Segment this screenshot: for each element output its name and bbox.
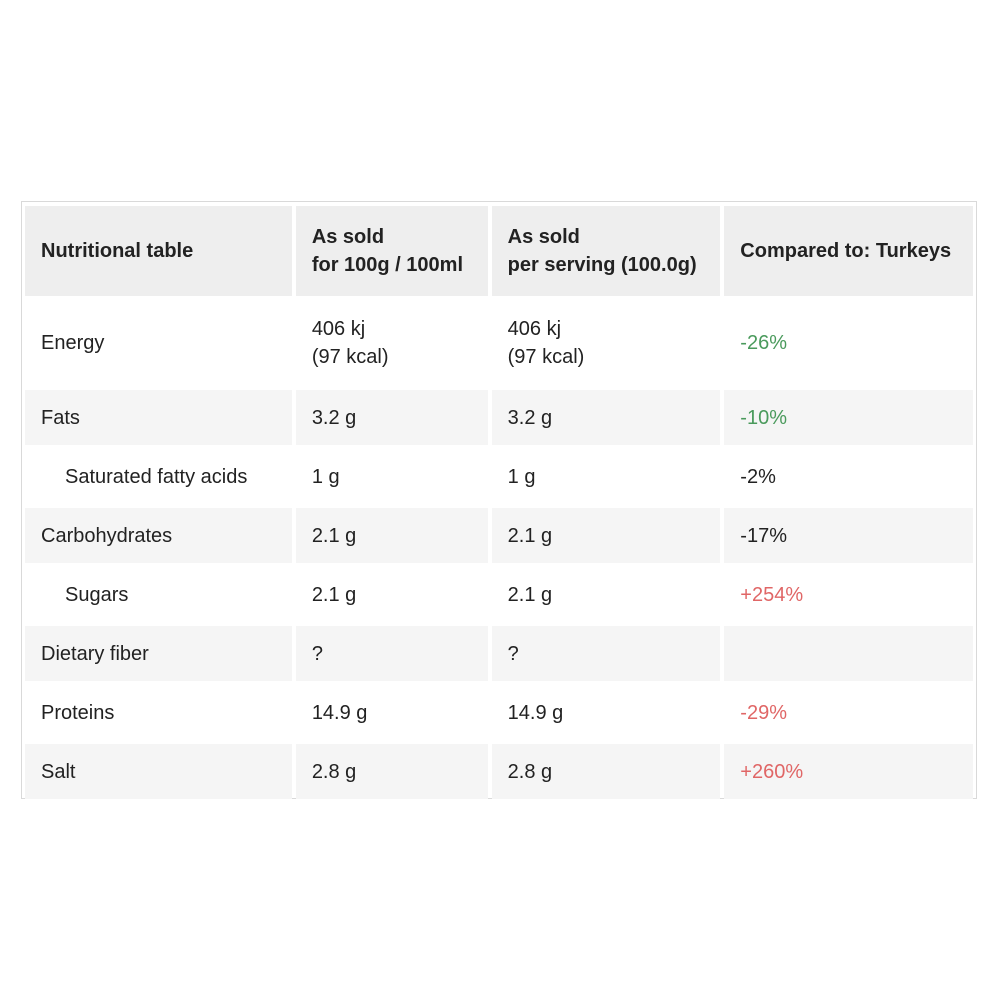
row-per100: ? <box>295 626 488 681</box>
nutrition-table-container: Nutritional table As sold for 100g / 100… <box>21 201 977 799</box>
row-compare: +260% <box>724 744 973 799</box>
row-per100: 1 g <box>295 449 488 504</box>
row-per100: 406 kj (97 kcal) <box>295 300 488 386</box>
row-per100: 3.2 g <box>295 390 488 445</box>
row-compare: -2% <box>724 449 973 504</box>
energy-per100-kcal: (97 kcal) <box>311 346 389 368</box>
row-perserving: 14.9 g <box>491 685 721 740</box>
header-as-sold-per-serving: As sold per serving (100.0g) <box>491 206 721 296</box>
header-per100-line2: for 100g / 100ml <box>311 254 463 276</box>
nutrition-table: Nutritional table As sold for 100g / 100… <box>21 202 977 803</box>
row-perserving: 2.1 g <box>491 508 721 563</box>
table-row-saturated-fatty-acids: Saturated fatty acids 1 g 1 g -2% <box>25 449 973 504</box>
header-compared-to: Compared to: Turkeys <box>724 206 973 296</box>
header-nutritional-table: Nutritional table <box>25 206 292 296</box>
row-label: Dietary fiber <box>25 626 292 681</box>
header-as-sold-per-100g: As sold for 100g / 100ml <box>295 206 488 296</box>
row-perserving: 2.1 g <box>491 567 721 622</box>
row-perserving: ? <box>491 626 721 681</box>
table-row-sugars: Sugars 2.1 g 2.1 g +254% <box>25 567 973 622</box>
header-perserving-line2: per serving (100.0g) <box>507 254 697 276</box>
row-compare: -29% <box>724 685 973 740</box>
row-compare <box>724 626 973 681</box>
energy-per100-kj: 406 kj <box>311 318 366 340</box>
table-row-salt: Salt 2.8 g 2.8 g +260% <box>25 744 973 799</box>
row-per100: 2.1 g <box>295 508 488 563</box>
row-perserving: 406 kj (97 kcal) <box>491 300 721 386</box>
row-label: Salt <box>25 744 292 799</box>
table-row-fats: Fats 3.2 g 3.2 g -10% <box>25 390 973 445</box>
row-perserving: 2.8 g <box>491 744 721 799</box>
header-per100-line1: As sold <box>311 226 385 248</box>
row-compare: -17% <box>724 508 973 563</box>
header-perserving-line1: As sold <box>507 226 580 248</box>
row-label: Energy <box>25 300 292 386</box>
row-label: Carbohydrates <box>25 508 292 563</box>
table-row-proteins: Proteins 14.9 g 14.9 g -29% <box>25 685 973 740</box>
table-row-dietary-fiber: Dietary fiber ? ? <box>25 626 973 681</box>
row-compare: +254% <box>724 567 973 622</box>
row-perserving: 1 g <box>491 449 721 504</box>
table-header-row: Nutritional table As sold for 100g / 100… <box>25 206 973 296</box>
energy-perserving-kj: 406 kj <box>507 318 562 340</box>
row-per100: 14.9 g <box>295 685 488 740</box>
row-label: Sugars <box>25 567 292 622</box>
row-perserving: 3.2 g <box>491 390 721 445</box>
energy-perserving-kcal: (97 kcal) <box>507 346 585 368</box>
row-compare: -10% <box>724 390 973 445</box>
row-per100: 2.1 g <box>295 567 488 622</box>
row-per100: 2.8 g <box>295 744 488 799</box>
table-row-carbohydrates: Carbohydrates 2.1 g 2.1 g -17% <box>25 508 973 563</box>
table-row-energy: Energy 406 kj (97 kcal) 406 kj (97 kcal)… <box>25 300 973 386</box>
row-label: Fats <box>25 390 292 445</box>
row-compare: -26% <box>724 300 973 386</box>
row-label: Proteins <box>25 685 292 740</box>
row-label: Saturated fatty acids <box>25 449 292 504</box>
